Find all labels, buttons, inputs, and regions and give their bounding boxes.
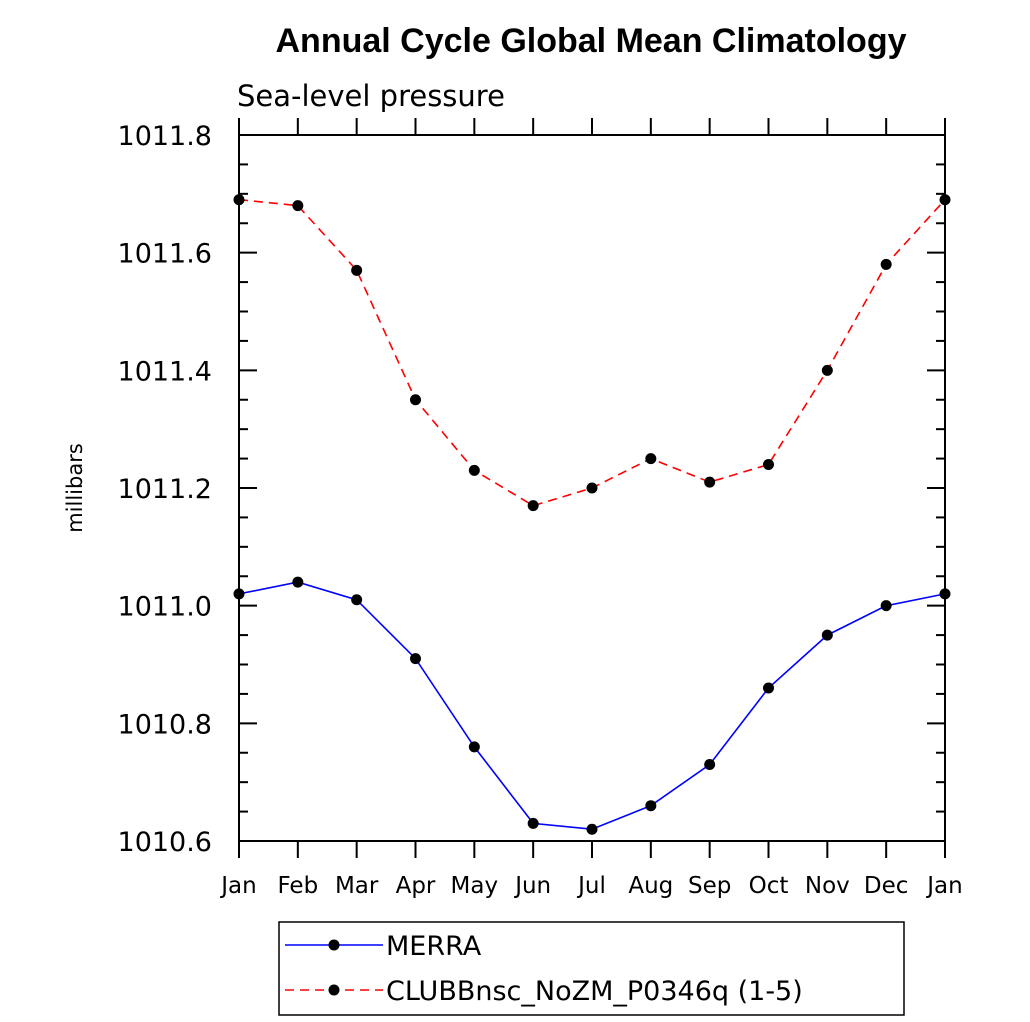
y-tick-label: 1011.8: [118, 121, 212, 152]
data-point: [763, 682, 774, 694]
y-tick-label: 1011.0: [118, 592, 212, 623]
y-tick-label: 1011.2: [118, 474, 212, 505]
x-tick-label: Oct: [749, 873, 789, 899]
legend-box: [278, 921, 905, 1016]
y-tick-label: 1011.6: [118, 239, 212, 270]
data-point: [763, 458, 774, 470]
y-tick-labels: 1010.6 1010.8 1011.0 1011.2 1011.4 1011.6 1011…: [118, 121, 212, 858]
tick-marks: [238, 118, 946, 858]
y-axis-label: millibars: [63, 443, 87, 533]
y-tick-label: 1010.6: [118, 827, 212, 858]
x-tick-label: Nov: [805, 873, 850, 899]
data-point: [351, 594, 363, 606]
data-point: [233, 194, 245, 206]
x-tick-label: Sep: [688, 873, 731, 899]
data-point: [468, 464, 480, 476]
y-tick-label: 1011.4: [118, 356, 212, 387]
data-point: [821, 364, 833, 376]
data-point: [410, 394, 421, 406]
y-tick-label: 1010.8: [118, 709, 212, 740]
data-point: [351, 264, 363, 276]
chart-subtitle: Sea-level pressure: [237, 79, 505, 113]
data-point: [292, 200, 304, 212]
data-point: [410, 653, 421, 665]
x-tick-labels: Jan Feb Mar Apr May Jun Jul Aug Sep Oct Nov Dec Jan: [219, 873, 962, 899]
series-line: [238, 581, 946, 831]
legend: MERRA CLUBBnsc_NoZM_P0346q (1-5): [285, 931, 803, 1007]
x-tick-label: May: [451, 873, 499, 899]
x-tick-label: Feb: [277, 873, 318, 899]
data-point: [527, 500, 539, 512]
data-point: [880, 600, 892, 612]
x-tick-label: Jul: [576, 873, 606, 899]
data-point: [233, 588, 245, 600]
data-point: [527, 817, 539, 829]
legend-marker-swatch: [328, 939, 340, 951]
x-tick-label: Jan: [925, 873, 962, 899]
chart-title: Annual Cycle Global Mean Climatology: [276, 22, 907, 60]
series-layer: [233, 194, 951, 835]
data-point: [939, 588, 951, 600]
x-tick-label: Jan: [219, 873, 256, 899]
data-point: [292, 576, 304, 588]
x-tick-label: Jun: [513, 873, 551, 899]
legend-label: CLUBBnsc_NoZM_P0346q (1-5): [386, 976, 803, 1007]
data-point: [645, 453, 657, 465]
x-tick-label: Aug: [628, 873, 673, 899]
data-point: [821, 629, 833, 641]
data-point: [880, 258, 892, 270]
data-point: [704, 476, 716, 488]
data-point: [586, 823, 598, 835]
x-tick-label: Mar: [335, 873, 379, 899]
series-line: [238, 198, 946, 507]
data-point: [468, 741, 480, 753]
data-point: [645, 800, 657, 812]
x-tick-label: Dec: [864, 873, 909, 899]
x-tick-label: Apr: [396, 873, 436, 899]
legend-marker-swatch: [328, 984, 340, 996]
data-point: [586, 482, 598, 494]
data-point: [939, 194, 951, 206]
data-point: [704, 759, 716, 771]
legend-label: MERRA: [386, 931, 482, 962]
